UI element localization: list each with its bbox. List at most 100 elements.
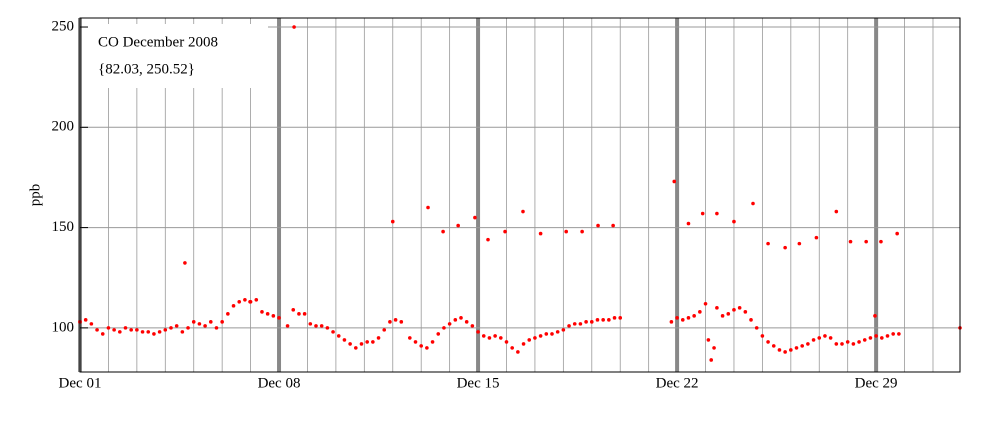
data-point <box>544 332 549 336</box>
x-tick-label: Dec 15 <box>457 375 500 391</box>
data-point <box>550 332 554 336</box>
data-point <box>118 330 122 334</box>
data-point <box>220 320 224 324</box>
data-point <box>706 338 711 342</box>
data-point <box>135 328 139 332</box>
data-point <box>794 346 799 350</box>
data-point <box>503 229 507 234</box>
plot-frame <box>79 17 961 373</box>
data-point <box>680 318 685 322</box>
x-tick-label: Dec 08 <box>258 375 301 391</box>
data-point <box>561 328 566 332</box>
data-point <box>473 215 477 220</box>
data-point <box>493 334 497 338</box>
data-point <box>578 322 583 326</box>
data-point <box>811 338 816 342</box>
data-point <box>243 297 247 302</box>
y-tick-label: 150 <box>52 219 75 235</box>
data-point <box>686 221 691 226</box>
data-point <box>874 334 878 338</box>
data-point <box>516 350 520 354</box>
data-point <box>487 336 492 340</box>
data-point <box>789 348 793 352</box>
data-point <box>342 338 347 342</box>
data-point <box>453 318 458 322</box>
data-point <box>140 330 145 334</box>
data-point <box>873 314 877 318</box>
data-point <box>163 328 168 332</box>
marks <box>78 25 962 362</box>
data-point <box>732 219 736 224</box>
data-point <box>732 308 736 312</box>
data-point <box>596 223 600 228</box>
data-point <box>533 336 537 340</box>
data-point <box>783 350 787 354</box>
data-point <box>857 340 861 344</box>
data-point <box>726 312 731 316</box>
data-point <box>214 326 219 330</box>
data-point <box>353 346 358 350</box>
data-point <box>538 231 543 236</box>
data-point <box>393 318 398 322</box>
data-point <box>589 320 594 324</box>
data-point <box>601 318 605 322</box>
data-point <box>174 324 179 328</box>
data-point <box>692 314 696 318</box>
data-point <box>291 308 296 312</box>
data-point <box>880 336 884 340</box>
data-point <box>840 342 844 346</box>
data-point <box>285 324 290 328</box>
data-point <box>510 346 514 350</box>
data-point <box>891 332 895 336</box>
data-point <box>89 322 94 326</box>
data-point <box>169 326 173 330</box>
data-point <box>595 318 600 322</box>
x-tick-label: Dec 22 <box>656 375 699 391</box>
data-point <box>720 314 725 318</box>
data-point <box>382 328 387 332</box>
data-point <box>359 342 364 346</box>
data-point <box>712 346 716 350</box>
data-point <box>464 320 469 324</box>
data-point <box>618 316 623 320</box>
data-point <box>302 312 307 316</box>
data-point <box>100 332 105 336</box>
x-tick-label: Dec 01 <box>59 375 102 391</box>
data-point <box>441 229 445 234</box>
data-point <box>715 306 719 310</box>
data-point <box>834 342 839 346</box>
data-point <box>319 324 324 328</box>
data-point <box>191 320 196 324</box>
data-point <box>237 300 242 304</box>
data-point <box>413 340 418 344</box>
data-point <box>486 237 490 242</box>
data-point <box>686 316 691 320</box>
y-axis-label: ppb <box>27 184 43 207</box>
data-point <box>527 338 532 342</box>
data-point <box>897 332 901 336</box>
data-point <box>760 334 765 338</box>
data-point <box>308 322 313 326</box>
data-point <box>499 336 503 340</box>
data-point <box>208 320 213 324</box>
data-point <box>348 342 352 346</box>
data-point <box>580 229 584 234</box>
data-point <box>806 342 810 346</box>
data-point <box>700 211 705 216</box>
data-point <box>436 332 441 336</box>
data-point <box>183 261 187 265</box>
data-point <box>292 25 296 29</box>
data-point <box>749 318 753 322</box>
data-point <box>709 358 714 362</box>
data-point <box>325 326 330 330</box>
data-point <box>828 336 833 340</box>
title-box <box>88 24 268 88</box>
data-point <box>399 320 404 324</box>
data-point <box>777 348 782 352</box>
data-point <box>314 324 318 328</box>
data-point <box>203 324 207 328</box>
data-point <box>797 241 802 246</box>
data-point <box>371 340 375 344</box>
data-point <box>814 235 819 240</box>
y-tick-label: 250 <box>52 18 75 34</box>
